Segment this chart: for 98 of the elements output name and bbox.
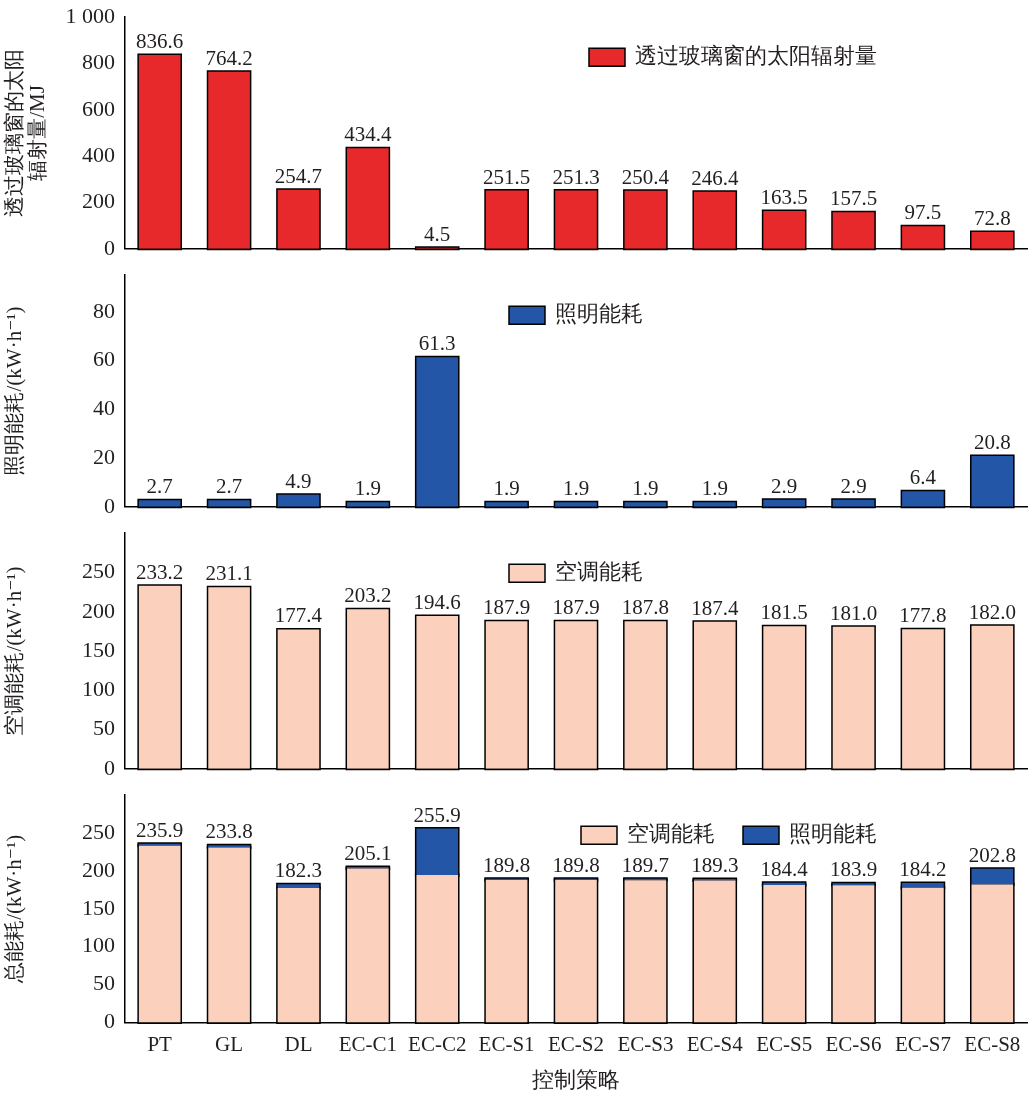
total-label: 235.9 — [136, 817, 184, 842]
data-label: 187.4 — [691, 595, 739, 620]
y-tick-label: 600 — [82, 95, 115, 121]
y-axis-title: 总能耗/(kW·h⁻¹) — [2, 834, 27, 984]
x-tick-label: EC-S6 — [825, 1031, 882, 1056]
total-label: 183.9 — [829, 857, 878, 882]
total-label: 202.8 — [968, 842, 1016, 867]
data-label: 1.9 — [493, 476, 520, 501]
y-tick-label: 150 — [82, 636, 115, 662]
y-tick-label: 60 — [93, 346, 115, 372]
y-axis-title: 透过玻璃窗的太阳辐射量/MJ — [2, 49, 50, 217]
data-label: 187.9 — [552, 595, 600, 620]
data-label: 187.8 — [621, 595, 670, 620]
data-label: 251.5 — [482, 164, 531, 189]
y-axis-title: 空调能耗/(kW·h⁻¹) — [2, 566, 27, 736]
data-label: 1.9 — [701, 476, 728, 501]
x-tick-label: PT — [147, 1031, 173, 1056]
y-tick-label: 0 — [104, 1008, 115, 1034]
data-label: 434.4 — [344, 122, 392, 147]
data-label: 231.1 — [205, 561, 253, 586]
legend-label: 空调能耗 — [627, 820, 715, 846]
data-label: 6.4 — [909, 465, 937, 490]
y-tick-label: 200 — [82, 856, 115, 882]
total-label: 184.4 — [760, 856, 809, 881]
x-tick-label: EC-S7 — [894, 1031, 951, 1056]
data-label: 181.0 — [829, 600, 878, 625]
y-tick-label: 800 — [82, 49, 115, 75]
y-tick-label: 150 — [82, 894, 115, 920]
total-label: 255.9 — [413, 802, 461, 827]
data-label: 177.8 — [899, 603, 947, 628]
data-label: 157.5 — [829, 186, 878, 211]
data-label: 836.6 — [136, 29, 184, 54]
data-label: 254.7 — [274, 163, 323, 188]
y-tick-label: 200 — [82, 597, 115, 623]
y-tick-label: 100 — [82, 932, 115, 958]
y-axis-title: 照明能耗/(kW·h⁻¹) — [2, 306, 27, 476]
total-label: 189.3 — [691, 853, 739, 878]
legend-label: 空调能耗 — [555, 558, 643, 584]
x-tick-label: EC-S4 — [686, 1031, 744, 1056]
data-label: 1.9 — [632, 476, 659, 501]
y-tick-label: 250 — [82, 818, 115, 844]
data-label: 251.3 — [552, 164, 600, 189]
data-label: 2.9 — [840, 473, 867, 498]
x-tick-label: EC-S5 — [756, 1031, 813, 1056]
data-label: 2.9 — [771, 473, 798, 498]
x-tick-label: EC-S8 — [964, 1031, 1021, 1056]
data-label: 61.3 — [418, 331, 456, 356]
data-label: 2.7 — [146, 474, 173, 499]
y-tick-label: 80 — [93, 297, 115, 323]
y-tick-label: 40 — [93, 395, 115, 421]
y-tick-label: 0 — [104, 234, 115, 260]
x-tick-label: EC-S2 — [547, 1031, 605, 1056]
data-label: 187.9 — [482, 595, 531, 620]
y-tick-label: 100 — [82, 676, 115, 702]
y-tick-label: 20 — [93, 443, 115, 469]
data-label: 182.0 — [968, 599, 1016, 624]
data-label: 1.9 — [562, 476, 590, 501]
data-label: 20.8 — [973, 430, 1011, 455]
data-label: 203.2 — [344, 583, 392, 608]
total-label: 189.8 — [552, 852, 600, 877]
data-label: 246.4 — [691, 165, 739, 190]
data-label: 194.6 — [413, 589, 461, 614]
y-tick-label: 200 — [82, 188, 115, 214]
x-tick-label: EC-C2 — [408, 1031, 467, 1056]
x-tick-label: EC-C1 — [338, 1031, 398, 1056]
data-label: 97.5 — [904, 200, 942, 225]
total-label: 233.8 — [205, 819, 253, 844]
total-label: 184.2 — [899, 856, 947, 881]
data-label: 72.8 — [973, 205, 1011, 230]
y-tick-label: 1 000 — [65, 2, 115, 28]
legend-label: 照明能耗 — [555, 300, 643, 326]
data-label: 2.7 — [215, 474, 243, 499]
y-tick-label: 50 — [93, 715, 115, 741]
data-label: 1.9 — [354, 476, 381, 501]
y-tick-label: 250 — [82, 558, 115, 584]
data-label: 181.5 — [760, 600, 808, 625]
x-tick-label: EC-S3 — [617, 1031, 674, 1056]
data-label: 250.4 — [621, 164, 670, 189]
total-label: 205.1 — [344, 841, 392, 866]
x-tick-label: EC-S1 — [478, 1031, 535, 1056]
data-label: 4.9 — [285, 468, 312, 493]
data-label: 4.5 — [424, 221, 451, 246]
x-tick-label: DL — [284, 1031, 313, 1056]
legend-label: 照明能耗 — [789, 820, 877, 846]
y-tick-label: 0 — [104, 492, 115, 518]
total-label: 182.3 — [274, 858, 323, 883]
y-tick-label: 400 — [82, 141, 115, 167]
y-tick-label: 50 — [93, 970, 115, 996]
data-label: 233.2 — [136, 559, 184, 584]
x-axis-title: 控制策略 — [532, 1066, 620, 1092]
data-label: 177.4 — [274, 603, 323, 628]
y-tick-label: 0 — [104, 754, 115, 780]
total-label: 189.7 — [621, 852, 670, 877]
legend-label: 透过玻璃窗的太阳辐射量 — [635, 42, 877, 68]
data-label: 764.2 — [205, 45, 253, 70]
x-tick-label: GL — [215, 1031, 244, 1056]
total-label: 189.8 — [482, 852, 531, 877]
data-label: 163.5 — [760, 184, 808, 209]
